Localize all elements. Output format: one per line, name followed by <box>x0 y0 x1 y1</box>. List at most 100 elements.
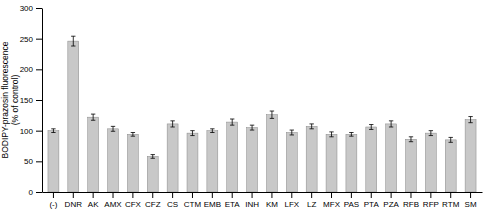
bar <box>88 117 99 192</box>
tick-mark <box>172 192 173 198</box>
tick-mark <box>192 192 193 198</box>
error-bar <box>468 117 472 123</box>
tick: 300 <box>20 4 42 13</box>
error-bar <box>309 124 313 129</box>
tick: PAS <box>344 192 359 209</box>
error-bar <box>51 129 55 133</box>
tick: CS <box>167 192 178 209</box>
error-bar <box>111 126 115 131</box>
error-bar <box>290 130 294 135</box>
tick-mark <box>36 131 42 132</box>
error-bar <box>349 133 353 137</box>
tick-label: CFX <box>125 200 142 209</box>
tick-label: RFP <box>423 200 439 209</box>
error-bar <box>369 125 373 130</box>
tick-mark <box>410 192 411 198</box>
bar <box>147 156 158 192</box>
bar <box>445 140 456 192</box>
tick-mark <box>36 100 42 101</box>
tick: 250 <box>20 35 42 44</box>
y-axis: 0 50 100 150 200 250 300 <box>20 4 43 197</box>
bar <box>386 124 397 192</box>
tick-label: CFZ <box>145 200 161 209</box>
tick-label: AK <box>88 200 99 209</box>
tick: DNR <box>65 192 83 209</box>
axis-line <box>43 192 483 193</box>
tick-mark <box>351 192 352 198</box>
tick-label: 250 <box>20 35 34 44</box>
tick: LZ <box>307 192 316 209</box>
y-axis-title: BODIPY-prazosin fluorescence(% of contro… <box>0 41 20 158</box>
tick-label: RFB <box>403 200 419 209</box>
tick-label: 150 <box>20 96 34 105</box>
tick-mark <box>113 192 114 198</box>
tick: (-) <box>49 192 57 209</box>
tick-mark <box>73 192 74 198</box>
tick-mark <box>232 192 233 198</box>
bar <box>48 131 59 192</box>
tick: CFZ <box>145 192 161 209</box>
error-bar <box>131 133 135 137</box>
tick-label: 300 <box>20 4 34 13</box>
bar <box>306 126 317 192</box>
tick-mark <box>291 192 292 198</box>
bar <box>425 133 436 192</box>
marks <box>48 36 476 192</box>
tick-mark <box>36 39 42 40</box>
tick: CTM <box>184 192 202 209</box>
plot: 050100150200250300(-)DNRAKAMXCFXCFZCSCTM… <box>20 4 483 209</box>
error-bar <box>389 121 393 127</box>
tick: EMB <box>204 192 221 209</box>
bar <box>68 41 79 192</box>
tick: INH <box>245 192 259 209</box>
tick-label: DNR <box>65 200 83 209</box>
tick-mark <box>36 161 42 162</box>
bar <box>108 129 119 192</box>
tick-label: MFX <box>323 200 341 209</box>
error-bar <box>210 129 214 133</box>
bar <box>227 122 238 192</box>
tick-mark <box>450 192 451 198</box>
tick: RTM <box>442 192 460 209</box>
tick: KM <box>266 192 278 209</box>
tick: RFB <box>403 192 419 209</box>
tick-mark <box>152 192 153 198</box>
bar <box>247 128 258 192</box>
tick-label: PZA <box>383 200 399 209</box>
tick-mark <box>36 192 42 193</box>
x-axis: (-)DNRAKAMXCFXCFZCSCTMEMBETAINHKMLFXLZMF… <box>43 192 483 209</box>
error-bar <box>151 155 155 159</box>
error-bar <box>230 119 234 125</box>
tick-label: INH <box>245 200 259 209</box>
y-axis-title-line: (% of control) <box>10 75 20 126</box>
tick-label: 50 <box>24 157 33 166</box>
tick-label: PTA <box>364 200 380 209</box>
tick-mark <box>271 192 272 198</box>
error-bar <box>409 137 413 142</box>
tick-mark <box>470 192 471 198</box>
bar <box>366 127 377 192</box>
bar <box>266 115 277 192</box>
tick: PTA <box>364 192 380 209</box>
tick-label: 0 <box>29 188 34 197</box>
bar <box>406 139 417 192</box>
error-bar <box>71 36 75 46</box>
error-bar <box>190 131 194 136</box>
error-bar <box>91 114 95 120</box>
bar <box>286 133 297 192</box>
tick-label: LFX <box>284 200 299 209</box>
bar <box>167 124 178 192</box>
tick-label: PAS <box>344 200 359 209</box>
tick-label: LZ <box>307 200 316 209</box>
tick: 200 <box>20 65 42 74</box>
tick: RFP <box>423 192 439 209</box>
error-bar <box>329 132 333 137</box>
tick: CFX <box>125 192 142 209</box>
tick: 100 <box>20 127 42 136</box>
tick-label: ETA <box>225 200 241 209</box>
tick-label: 100 <box>20 127 34 136</box>
tick-mark <box>391 192 392 198</box>
tick-label: KM <box>266 200 278 209</box>
axis-line <box>42 9 43 193</box>
tick: AK <box>88 192 99 209</box>
